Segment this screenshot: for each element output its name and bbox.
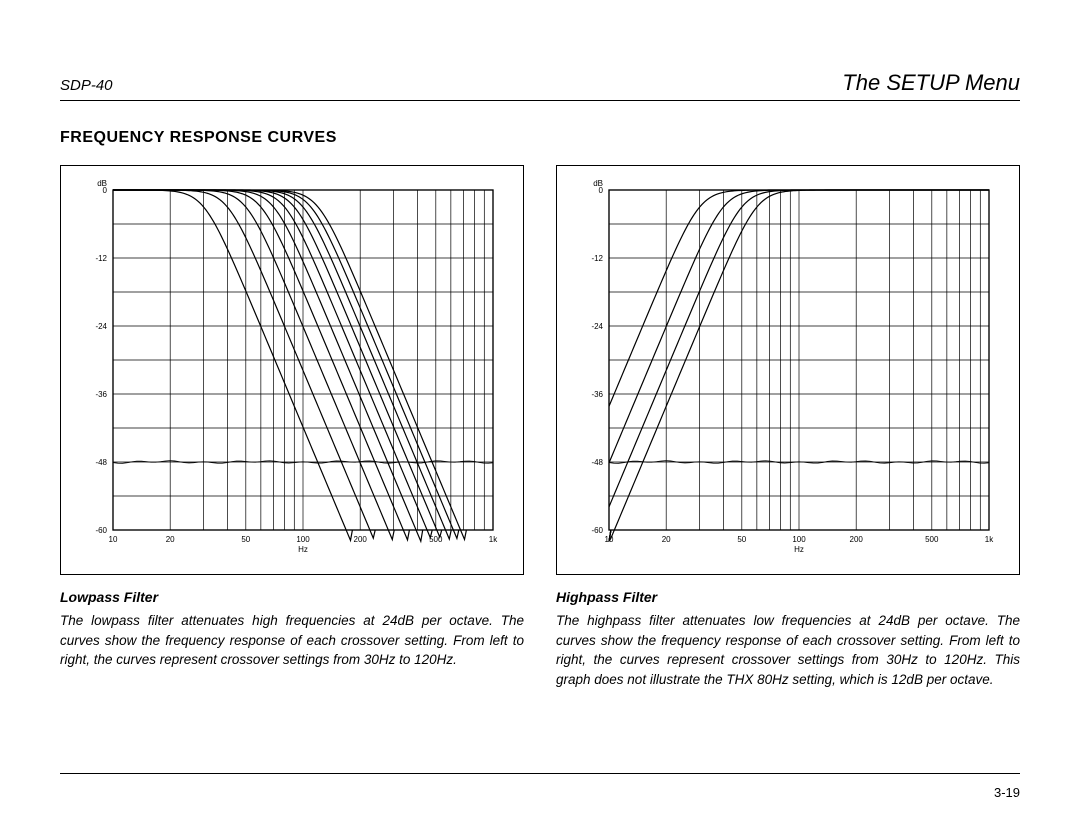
svg-text:0: 0 (103, 186, 108, 195)
svg-text:200: 200 (354, 535, 368, 544)
charts-row: dB0-12-24-36-48-601020501002005001kHz Lo… (60, 165, 1020, 689)
svg-text:-48: -48 (591, 458, 603, 467)
highpass-chart: dB0-12-24-36-48-601020501002005001kHz (565, 174, 1005, 554)
svg-text:20: 20 (662, 535, 671, 544)
header-right: The SETUP Menu (842, 70, 1020, 96)
highpass-chart-frame: dB0-12-24-36-48-601020501002005001kHz (556, 165, 1020, 575)
svg-text:Hz: Hz (794, 545, 804, 554)
header-left: SDP-40 (60, 77, 113, 94)
section-title: FREQUENCY RESPONSE CURVES (60, 129, 1020, 147)
svg-text:Hz: Hz (298, 545, 308, 554)
svg-text:500: 500 (925, 535, 939, 544)
svg-text:-36: -36 (591, 390, 603, 399)
lowpass-chart-frame: dB0-12-24-36-48-601020501002005001kHz (60, 165, 524, 575)
svg-text:-60: -60 (591, 526, 603, 535)
highpass-caption-body: The highpass filter attenuates low frequ… (556, 611, 1020, 689)
lowpass-caption-body: The lowpass filter attenuates high frequ… (60, 611, 524, 670)
highpass-caption-title: Highpass Filter (556, 589, 1020, 605)
svg-text:-60: -60 (95, 526, 107, 535)
svg-text:0: 0 (599, 186, 604, 195)
page-header: SDP-40 The SETUP Menu (60, 70, 1020, 101)
svg-text:-12: -12 (591, 254, 603, 263)
highpass-column: dB0-12-24-36-48-601020501002005001kHz Hi… (556, 165, 1020, 689)
lowpass-chart: dB0-12-24-36-48-601020501002005001kHz (69, 174, 509, 554)
footer-rule (60, 773, 1020, 774)
svg-text:20: 20 (166, 535, 175, 544)
svg-text:50: 50 (737, 535, 746, 544)
svg-text:10: 10 (109, 535, 118, 544)
svg-text:50: 50 (241, 535, 250, 544)
svg-text:100: 100 (792, 535, 806, 544)
svg-text:-24: -24 (95, 322, 107, 331)
lowpass-caption-title: Lowpass Filter (60, 589, 524, 605)
svg-text:1k: 1k (985, 535, 994, 544)
svg-text:-12: -12 (95, 254, 107, 263)
svg-text:1k: 1k (489, 535, 498, 544)
svg-text:100: 100 (296, 535, 310, 544)
lowpass-column: dB0-12-24-36-48-601020501002005001kHz Lo… (60, 165, 524, 689)
svg-text:-48: -48 (95, 458, 107, 467)
svg-text:-24: -24 (591, 322, 603, 331)
page-number: 3-19 (994, 785, 1020, 800)
svg-text:200: 200 (850, 535, 864, 544)
svg-text:-36: -36 (95, 390, 107, 399)
